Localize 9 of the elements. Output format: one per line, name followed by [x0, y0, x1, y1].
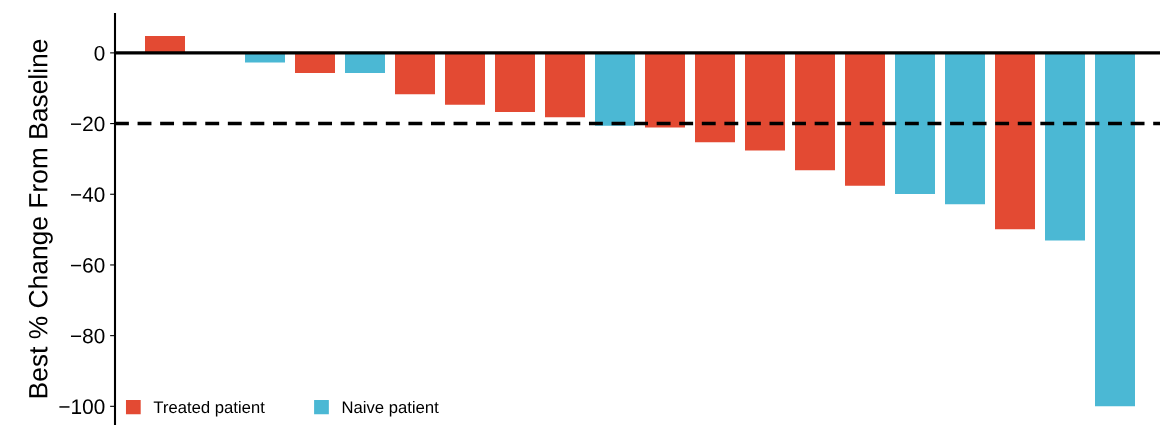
y-tick-label: −20	[70, 116, 105, 132]
y-tick-label: −80	[70, 328, 105, 344]
y-tick-label: −60	[70, 257, 105, 273]
legend-label: Treated patient	[153, 400, 265, 417]
legend-label: Naive patient	[342, 400, 439, 417]
y-tick-label: 0	[94, 45, 105, 61]
y-tick-label: −40	[70, 187, 105, 203]
y-tick-label: −100	[59, 399, 105, 415]
y-axis-title: Best % Change From Baseline	[28, 39, 53, 398]
